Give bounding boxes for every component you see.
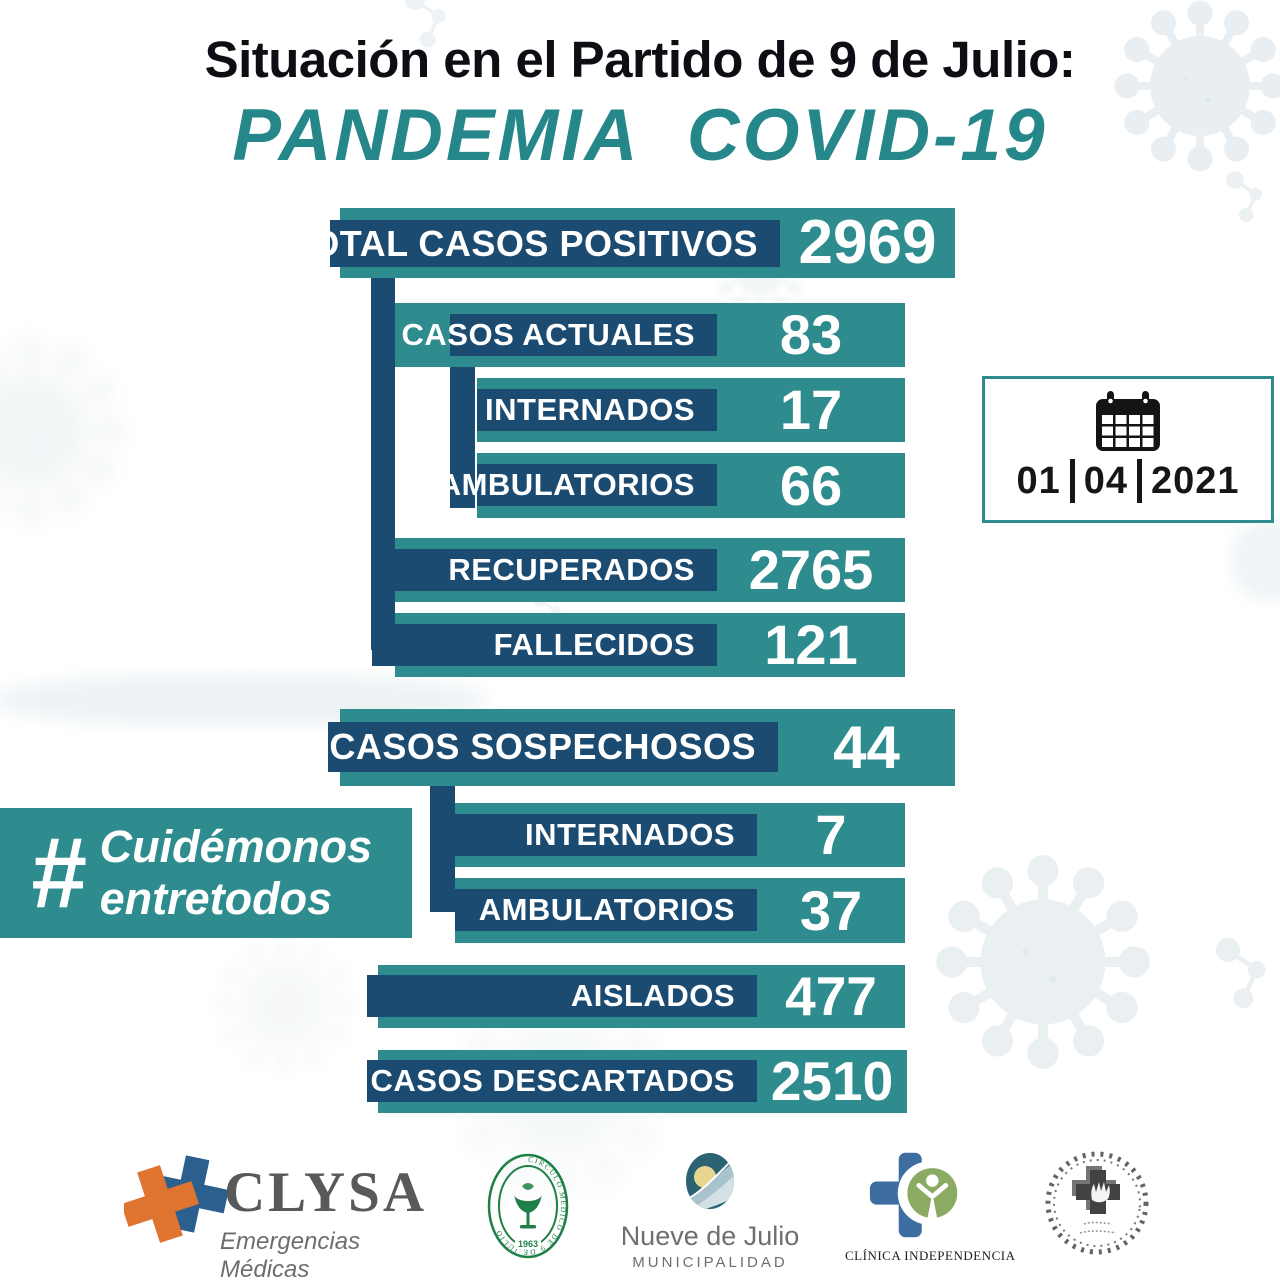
stat-value: 83	[779, 303, 843, 366]
date-divider	[1137, 459, 1142, 503]
stat-bar-casos-descartados: CASOS DESCARTADOS 2510	[367, 1050, 907, 1113]
stat-label: TOTAL CASOS POSITIVOS	[289, 222, 758, 264]
stat-label: RECUPERADOS	[448, 552, 695, 587]
stat-value: 121	[764, 613, 858, 676]
stat-bar-total-casos-positivos: TOTAL CASOS POSITIVOS 2969	[289, 208, 955, 278]
stat-label-bar: RECUPERADOS	[372, 549, 717, 591]
hand-cross-stamp-icon	[1045, 1151, 1149, 1255]
date-month: 04	[1083, 459, 1128, 502]
municipalidad-subtitle: MUNICIPALIDAD	[632, 1254, 788, 1271]
hashtag-line2: entretodos	[99, 873, 333, 924]
stat-label-bar: CASOS SOSPECHOSOS	[328, 722, 778, 772]
clysa-tagline: Emergencias Médicas	[220, 1228, 361, 1280]
hand-cross-stamp-logo	[1042, 1148, 1152, 1258]
stat-label-bar: AMBULATORIOS	[455, 889, 757, 931]
stat-label: CASOS ACTUALES	[401, 317, 695, 352]
stat-value: 37	[799, 879, 863, 942]
stat-label-bar: CASOS DESCARTADOS	[367, 1060, 757, 1102]
municipalidad-name: Nueve de Julio	[620, 1221, 800, 1251]
stat-value: 2765	[748, 538, 874, 601]
stat-bar-ambulatorios-positivos: AMBULATORIOS 66	[439, 453, 905, 518]
clysa-cross-icon	[124, 1155, 229, 1243]
connector-sospechosos-branch	[430, 770, 455, 912]
stat-label: AMBULATORIOS	[438, 467, 695, 502]
circulo-medico-logo: CÍRCULO MÉDICO DE 9 DE JULIO 1963	[487, 1152, 569, 1260]
stat-value: 17	[779, 378, 843, 441]
stat-value: 2969	[798, 208, 937, 277]
page-title: Situación en el Partido de 9 de Julio:	[204, 31, 1076, 88]
stat-value: 7	[815, 803, 847, 866]
connector-total-branch	[371, 263, 395, 650]
hashtag-banner: # Cuidémonos entretodos	[0, 808, 412, 938]
stat-label: CASOS SOSPECHOSOS	[329, 726, 756, 767]
hashtag-line1: Cuidémonos	[99, 821, 373, 873]
calendar-icon	[1096, 391, 1160, 451]
circulo-medico-seal-icon: CÍRCULO MÉDICO DE 9 DE JULIO 1963	[487, 1153, 569, 1259]
stat-label-bar: INTERNADOS	[477, 389, 717, 431]
stat-label-bar: INTERNADOS	[455, 814, 757, 856]
clysa-logo: CLYSA Emergencias Médicas	[120, 1148, 432, 1280]
stat-label: CASOS DESCARTADOS	[370, 1063, 735, 1098]
stat-label: INTERNADOS	[485, 392, 695, 427]
stat-label: INTERNADOS	[525, 817, 735, 852]
stat-label: AMBULATORIOS	[478, 892, 735, 927]
stat-bar-fallecidos: FALLECIDOS 121	[372, 613, 905, 677]
date-year: 2021	[1151, 459, 1240, 502]
page-subtitle: PANDEMIA COVID-19	[232, 95, 1048, 176]
clinica-cross-icon	[869, 1152, 962, 1238]
stat-label-bar: CASOS ACTUALES	[402, 314, 717, 356]
stat-bar-casos-actuales: CASOS ACTUALES 83	[395, 303, 905, 367]
stat-label-bar: TOTAL CASOS POSITIVOS	[289, 220, 780, 267]
clinica-independencia-logo: CLÍNICA INDEPENDENCIA	[845, 1150, 1016, 1263]
stat-bar-casos-sospechosos: CASOS SOSPECHOSOS 44	[328, 709, 955, 786]
date-divider	[1069, 459, 1075, 503]
stat-value: 66	[779, 454, 843, 517]
clysa-name: CLYSA	[224, 1161, 427, 1224]
stat-label-bar: AISLADOS	[367, 975, 757, 1017]
clinica-name: CLÍNICA INDEPENDENCIA	[845, 1248, 1016, 1263]
stat-label: FALLECIDOS	[493, 627, 695, 662]
municipalidad-logo: Nueve de Julio MUNICIPALIDAD	[610, 1152, 810, 1271]
municipalidad-oval-icon	[686, 1153, 734, 1209]
stat-bar-ambulatorios-sospechosos: AMBULATORIOS 37	[455, 878, 905, 943]
stat-value: 2510	[770, 1050, 894, 1112]
date-box: 01 04 2021	[982, 376, 1274, 523]
circulo-year: 1963	[518, 1239, 538, 1249]
stat-label-bar: FALLECIDOS	[372, 624, 717, 666]
stat-bar-internados-sospechosos: INTERNADOS 7	[455, 803, 905, 867]
stat-bar-recuperados: RECUPERADOS 2765	[372, 538, 905, 602]
stat-value: 477	[785, 965, 877, 1027]
stat-bar-internados-positivos: INTERNADOS 17	[477, 378, 905, 442]
hash-symbol: #	[30, 817, 86, 929]
date-day: 01	[1016, 459, 1061, 502]
stat-label-bar: AMBULATORIOS	[439, 464, 717, 506]
date-text: 01 04 2021	[1016, 459, 1239, 503]
stat-bar-aislados: AISLADOS 477	[367, 965, 905, 1028]
stat-label: AISLADOS	[570, 978, 735, 1013]
stat-value: 44	[833, 714, 900, 781]
